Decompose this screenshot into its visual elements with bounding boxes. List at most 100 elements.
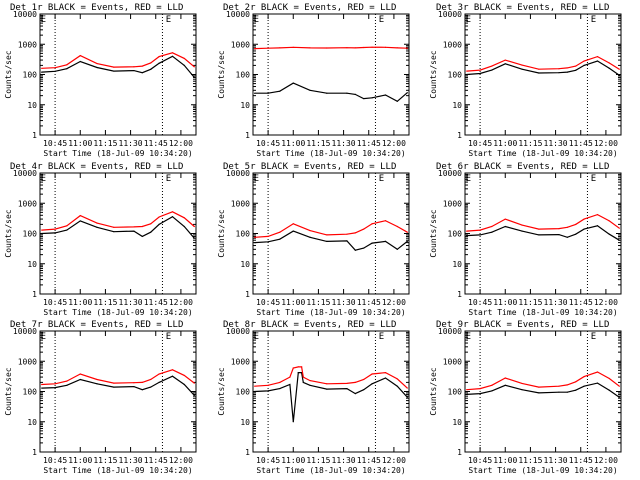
data-point-lld bbox=[279, 231, 281, 233]
x-tick-label: 11:00 bbox=[68, 298, 92, 307]
y-tick-label: 10 bbox=[452, 418, 462, 427]
data-point-events bbox=[292, 82, 294, 84]
data-point-lld bbox=[41, 383, 43, 386]
y-tick-label: 1000 bbox=[18, 40, 37, 49]
data-point-lld bbox=[575, 65, 577, 67]
y-tick-label: 10 bbox=[240, 418, 250, 427]
data-point-lld bbox=[171, 211, 174, 213]
x-axis-label: Start Time (18-Jul-09 10:34:20) bbox=[256, 308, 405, 317]
data-point-events bbox=[41, 387, 43, 389]
x-tick-label: 11:00 bbox=[68, 139, 92, 148]
y-tick-label: 1000 bbox=[443, 40, 462, 49]
x-tick-label: 11:45 bbox=[144, 298, 168, 307]
x-tick-label: 11:15 bbox=[518, 139, 542, 148]
data-point-events bbox=[406, 396, 408, 398]
data-point-lld bbox=[575, 381, 577, 383]
data-point-lld bbox=[96, 378, 98, 381]
x-tick-label: 11:00 bbox=[68, 456, 92, 465]
x-tick-label: 11:45 bbox=[569, 139, 593, 148]
x-tick-label: 11:45 bbox=[357, 139, 381, 148]
data-point-events bbox=[141, 389, 143, 391]
x-tick-label: 11:00 bbox=[281, 139, 305, 148]
data-point-lld bbox=[354, 381, 356, 383]
data-point-lld bbox=[618, 385, 620, 387]
data-point-lld bbox=[596, 214, 599, 216]
data-point-lld bbox=[113, 66, 115, 68]
x-tick-label: 11:45 bbox=[569, 456, 593, 465]
y-tick-label: 1 bbox=[32, 448, 37, 457]
data-point-events bbox=[575, 389, 577, 391]
data-point-events bbox=[583, 64, 585, 66]
x-tick-label: 11:00 bbox=[281, 456, 305, 465]
data-point-lld bbox=[158, 216, 160, 218]
x-tick-label: 11:45 bbox=[357, 298, 381, 307]
data-point-events bbox=[158, 62, 160, 64]
data-point-events bbox=[279, 90, 281, 92]
event-marker: E bbox=[591, 174, 596, 184]
data-point-lld bbox=[596, 371, 599, 373]
x-tick-label: 11:15 bbox=[518, 298, 542, 307]
y-tick-label: 10000 bbox=[226, 10, 250, 19]
x-tick-label: 11:15 bbox=[306, 456, 330, 465]
data-point-events bbox=[171, 375, 174, 377]
y-tick-label: 100 bbox=[23, 230, 38, 239]
data-point-lld bbox=[491, 65, 493, 67]
x-tick-label: 10:45 bbox=[43, 139, 67, 148]
event-marker: E bbox=[591, 15, 596, 25]
data-point-events bbox=[113, 70, 115, 72]
data-point-events bbox=[371, 242, 373, 244]
data-point-events bbox=[354, 393, 356, 395]
data-point-events bbox=[521, 68, 523, 70]
data-point-lld bbox=[54, 383, 56, 385]
x-tick-label: 10:45 bbox=[468, 298, 492, 307]
data-point-events bbox=[354, 249, 356, 251]
data-point-lld bbox=[566, 67, 568, 69]
data-point-lld bbox=[79, 373, 81, 375]
x-tick-label: 10:45 bbox=[468, 456, 492, 465]
data-point-lld bbox=[150, 62, 152, 64]
x-tick-label: 10:45 bbox=[43, 456, 67, 465]
x-axis-label: Start Time (18-Jul-09 10:34:20) bbox=[43, 308, 192, 317]
x-axis-label: Start Time (18-Jul-09 10:34:20) bbox=[43, 149, 192, 158]
data-point-lld bbox=[538, 228, 540, 230]
data-point-events bbox=[371, 97, 373, 99]
data-point-lld bbox=[41, 67, 43, 69]
x-tick-label: 12:00 bbox=[382, 139, 406, 148]
x-tick-label: 10:45 bbox=[43, 298, 67, 307]
data-point-lld bbox=[371, 46, 373, 48]
x-tick-label: 11:45 bbox=[144, 139, 168, 148]
event-marker: E bbox=[591, 332, 596, 342]
y-tick-label: 100 bbox=[448, 71, 463, 80]
data-point-events bbox=[583, 385, 585, 387]
y-tick-label: 100 bbox=[23, 388, 38, 397]
data-point-lld bbox=[354, 47, 356, 49]
data-point-lld bbox=[346, 233, 348, 235]
y-tick-label: 1 bbox=[457, 448, 462, 457]
data-point-events bbox=[254, 92, 256, 94]
data-point-lld bbox=[158, 56, 160, 58]
data-point-events bbox=[171, 55, 174, 57]
y-tick-label: 10000 bbox=[13, 169, 37, 178]
data-point-events bbox=[158, 223, 160, 225]
data-point-lld bbox=[363, 46, 365, 49]
y-tick-label: 1000 bbox=[231, 357, 250, 366]
event-marker: E bbox=[41, 15, 46, 25]
data-point-events bbox=[618, 239, 620, 241]
data-point-lld bbox=[292, 223, 294, 225]
x-axis-label: Start Time (18-Jul-09 10:34:20) bbox=[256, 466, 405, 475]
data-point-events bbox=[575, 69, 577, 71]
y-tick-label: 10 bbox=[452, 260, 462, 269]
data-point-events bbox=[79, 220, 81, 222]
data-point-events bbox=[309, 236, 311, 238]
data-point-lld bbox=[150, 378, 152, 381]
data-point-lld bbox=[41, 229, 43, 231]
y-tick-label: 100 bbox=[448, 388, 463, 397]
data-point-events bbox=[566, 71, 568, 73]
panel-title: Det 5r BLACK = Events, RED = LLD bbox=[223, 162, 396, 172]
event-marker: E bbox=[254, 174, 259, 184]
event-marker: E bbox=[379, 15, 384, 25]
data-point-events bbox=[113, 386, 115, 388]
data-point-events bbox=[491, 231, 493, 233]
data-point-events bbox=[41, 232, 43, 235]
